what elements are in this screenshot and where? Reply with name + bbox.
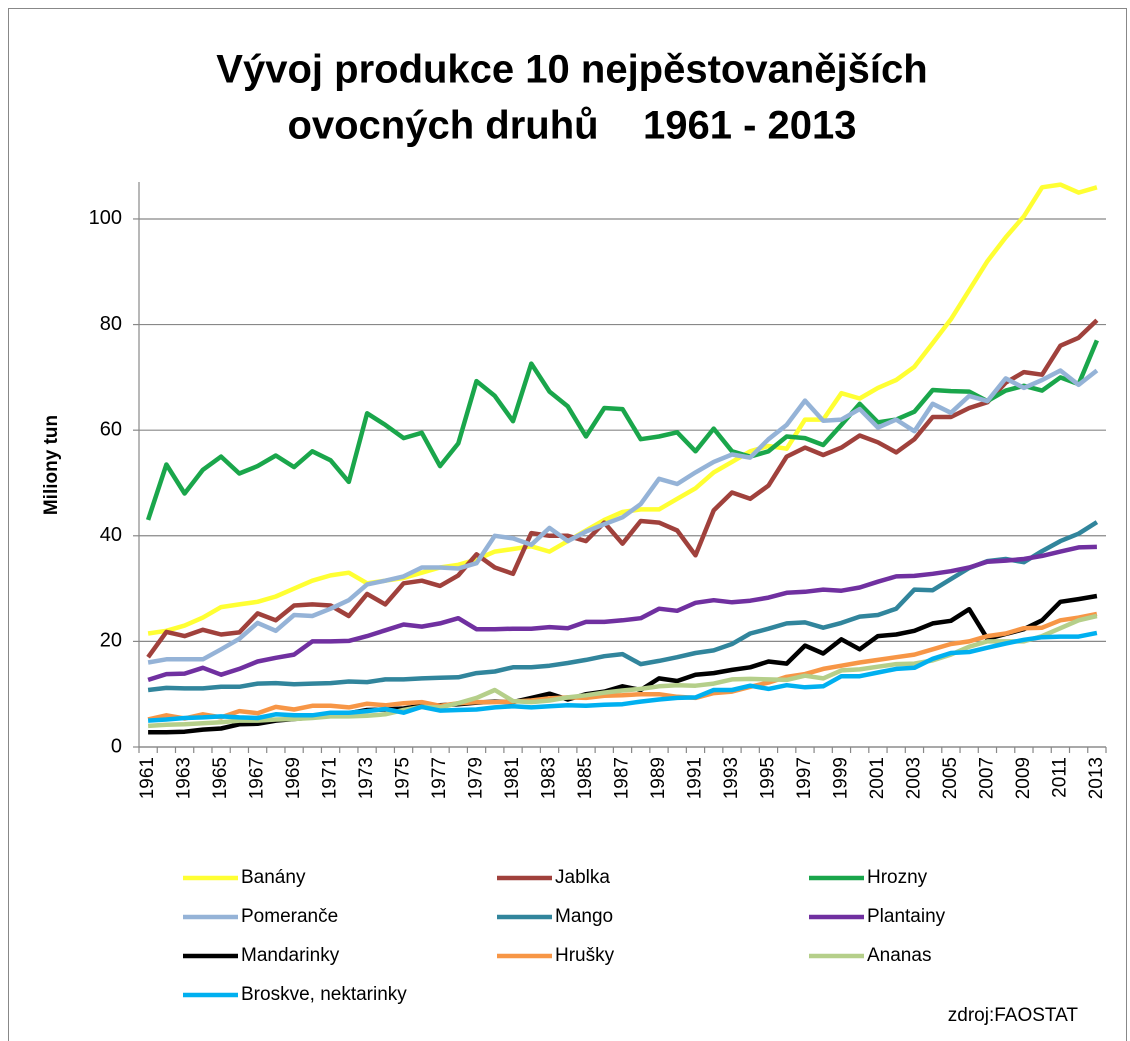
series-line [147,611,1098,722]
x-tick-label: 1989 [648,757,669,799]
series-line [145,339,1099,521]
x-tick-label: 1985 [575,757,596,799]
x-tick-label: 2005 [940,757,961,799]
x-tick-label: 1991 [684,757,705,799]
series-line [146,318,1099,659]
legend-label: Mandarinky [241,945,340,966]
x-tick-label: 2013 [1086,757,1107,799]
y-tick-label: 40 [100,524,122,546]
x-tick-label: 2003 [903,757,924,799]
y-tick-label: 0 [111,735,122,757]
x-tick-label: 1971 [320,757,341,799]
y-tick-label: 100 [89,207,122,229]
series-line [147,544,1097,683]
y-tick-label: 80 [100,313,122,335]
y-tick-label: 60 [100,418,122,440]
x-tick-label: 1997 [794,757,815,799]
x-tick-label: 1993 [721,757,742,799]
series-line [147,368,1099,665]
x-tick-label: 1963 [174,757,195,799]
x-tick-label: 2009 [1013,757,1034,799]
legend-label: Broskve, nektarinky [241,984,407,1005]
legend-label: Ananas [867,945,931,966]
x-tick-label: 1981 [502,757,523,799]
x-tick-label: 1969 [283,757,304,799]
series-line [147,520,1099,693]
x-tick-label: 2007 [976,757,997,799]
x-tick-label: 1977 [429,757,450,799]
x-tick-label: 1987 [612,757,633,799]
legend-label: Jablka [555,867,610,888]
chart-border [8,8,1127,1041]
series-line [147,182,1098,636]
x-tick-label: 2011 [1049,757,1070,798]
x-tick-label: 1995 [757,757,778,799]
x-tick-label: 1975 [393,757,414,799]
source-note: zdroj:FAOSTAT [948,1005,1079,1026]
x-tick-label: 1967 [247,757,268,799]
x-tick-label: 1973 [356,757,377,799]
y-axis-label: Miliony tun [41,415,62,515]
legend-label: Banány [241,867,306,888]
legend-label: Mango [555,906,613,927]
series-line [147,630,1098,723]
chart-title: ovocných druhů 1961 - 2013 [287,104,856,148]
legend-label: Pomeranče [241,906,338,927]
x-tick-label: 1999 [830,757,851,799]
y-tick-label: 20 [100,630,122,652]
x-tick-label: 2001 [867,757,888,799]
x-tick-label: 1961 [137,757,158,799]
legend-label: Hrozny [867,867,928,888]
legend-label: Plantainy [867,906,946,927]
x-tick-label: 1983 [539,757,560,799]
chart-title: Vývoj produkce 10 nejpěstovanějších [216,48,927,92]
x-tick-label: 1965 [210,757,231,799]
legend-label: Hrušky [555,945,615,966]
x-tick-label: 1979 [466,757,487,799]
